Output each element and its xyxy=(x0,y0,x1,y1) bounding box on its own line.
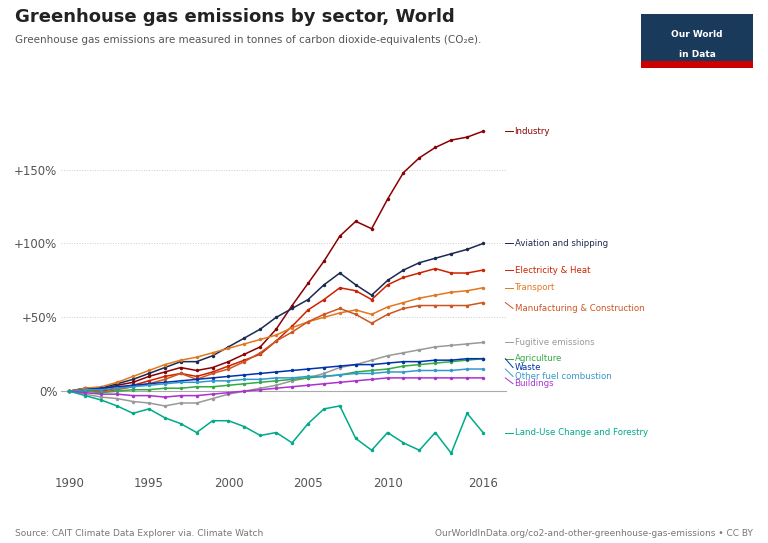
Text: Transport: Transport xyxy=(515,283,555,292)
Text: Greenhouse gas emissions by sector, World: Greenhouse gas emissions by sector, Worl… xyxy=(15,8,455,26)
Text: Waste: Waste xyxy=(515,363,541,372)
Text: in Data: in Data xyxy=(678,50,716,59)
Text: Land-Use Change and Forestry: Land-Use Change and Forestry xyxy=(515,428,647,437)
Text: Greenhouse gas emissions are measured in tonnes of carbon dioxide-equivalents (C: Greenhouse gas emissions are measured in… xyxy=(15,35,482,45)
Text: Agriculture: Agriculture xyxy=(515,354,562,363)
Text: Our World: Our World xyxy=(671,30,723,39)
Text: OurWorldInData.org/co2-and-other-greenhouse-gas-emissions • CC BY: OurWorldInData.org/co2-and-other-greenho… xyxy=(435,528,753,538)
Text: Source: CAIT Climate Data Explorer via. Climate Watch: Source: CAIT Climate Data Explorer via. … xyxy=(15,528,263,538)
Text: Manufacturing & Construction: Manufacturing & Construction xyxy=(515,304,644,313)
Text: Industry: Industry xyxy=(515,127,550,136)
Text: Aviation and shipping: Aviation and shipping xyxy=(515,239,607,248)
Text: Other fuel combustion: Other fuel combustion xyxy=(515,372,611,381)
Text: Buildings: Buildings xyxy=(515,380,554,388)
Text: Electricity & Heat: Electricity & Heat xyxy=(515,266,590,275)
Text: Fugitive emissions: Fugitive emissions xyxy=(515,338,594,347)
